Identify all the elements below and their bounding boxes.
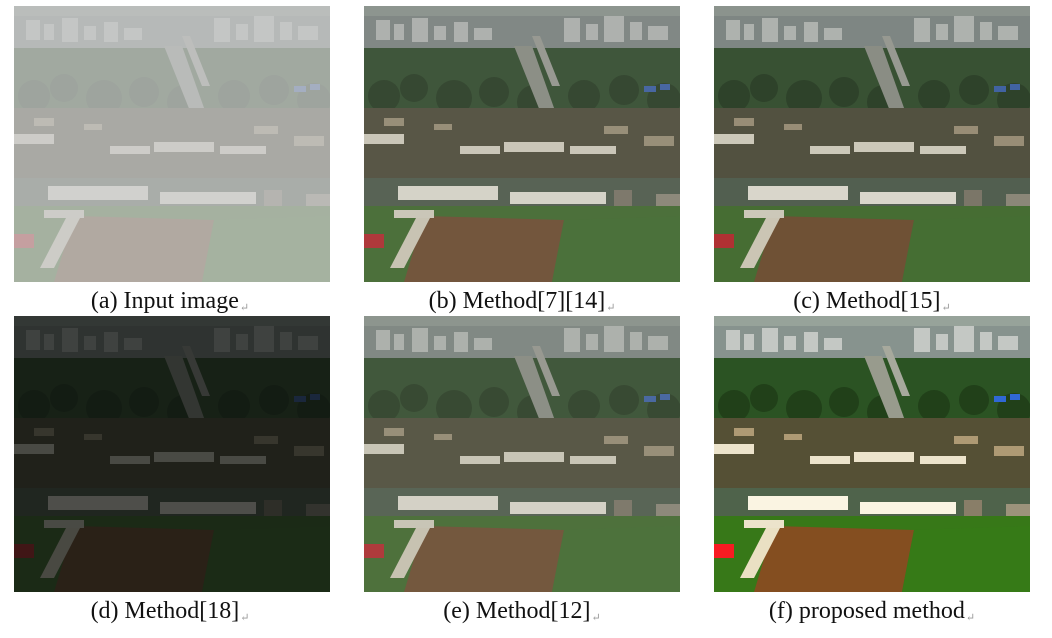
- image-panel-a: [14, 6, 330, 282]
- image-panel-b: [364, 6, 680, 282]
- proposed-method-image: [714, 316, 1030, 592]
- image-panel-e: [364, 316, 680, 592]
- input-image: [14, 6, 330, 282]
- caption-c: (c) Method[15]↵: [793, 288, 951, 314]
- image-panel-c: [714, 6, 1030, 282]
- method-15-image: [714, 6, 1030, 282]
- caption-b: (b) Method[7][14]↵: [428, 288, 616, 314]
- caption-f: (f) proposed method↵: [768, 598, 976, 624]
- method-18-image: [14, 316, 330, 592]
- method-12-image: [364, 316, 680, 592]
- caption-e: (e) Method[12]↵: [443, 598, 601, 624]
- image-panel-f: [714, 316, 1030, 592]
- image-panel-d: [14, 316, 330, 592]
- caption-d: (d) Method[18]↵: [90, 598, 250, 624]
- method-7-14-image: [364, 6, 680, 282]
- caption-a: (a) Input image↵: [90, 288, 250, 314]
